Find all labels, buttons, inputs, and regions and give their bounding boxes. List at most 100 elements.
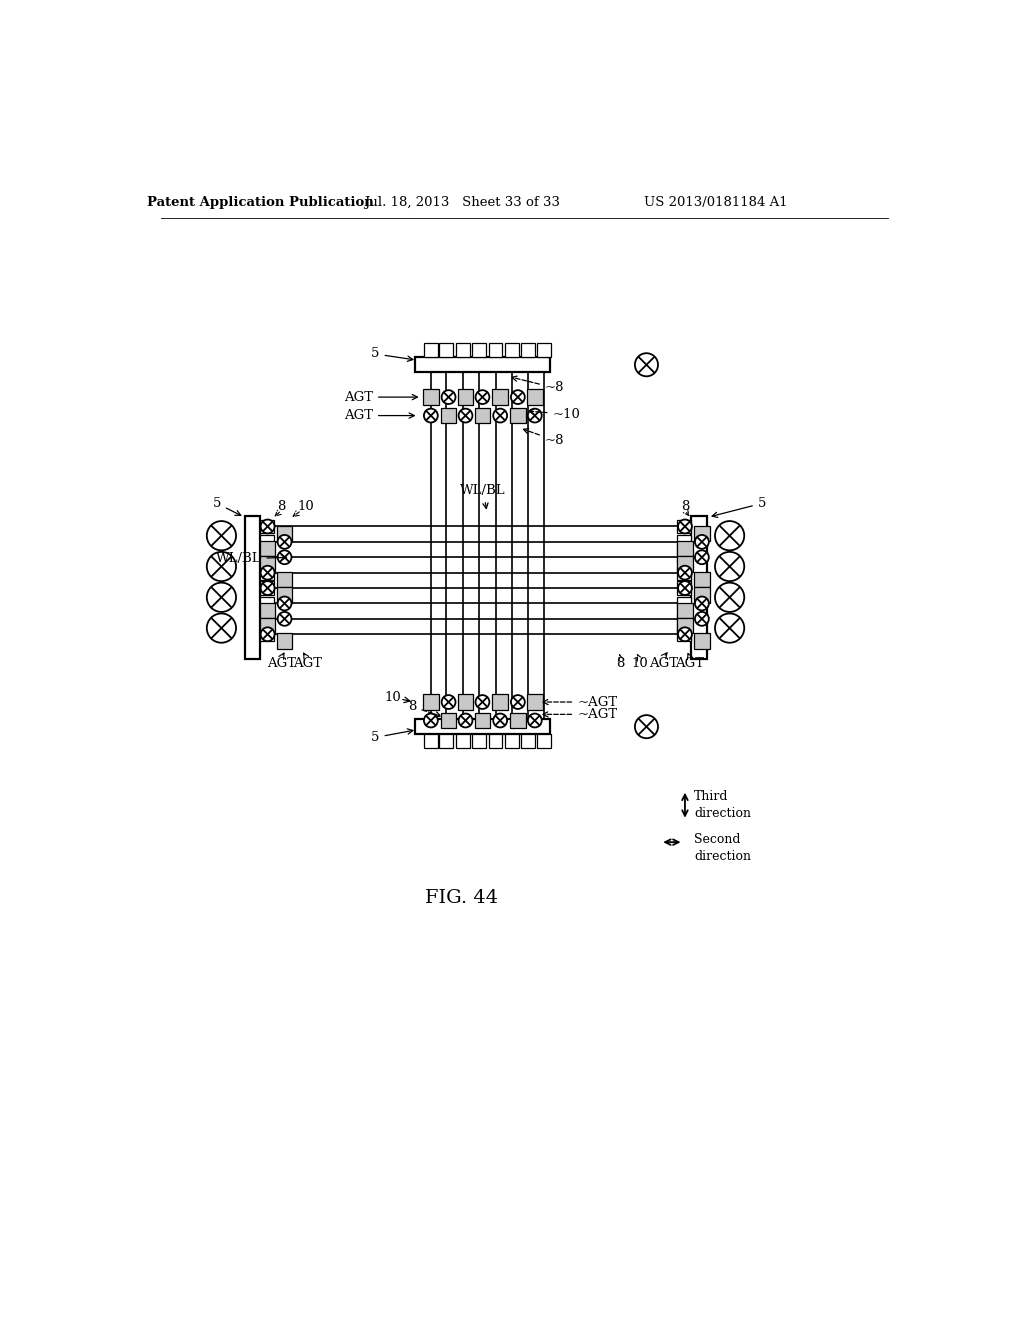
Text: 8: 8 [681, 500, 689, 513]
Bar [677, 618, 692, 634]
Text: 8: 8 [616, 657, 625, 671]
Bar [276, 525, 292, 541]
Bar [472, 343, 486, 358]
Bar [260, 581, 273, 595]
Bar [424, 343, 438, 358]
Text: ~10: ~10 [529, 408, 581, 421]
Text: FIG. 44: FIG. 44 [425, 888, 499, 907]
Circle shape [441, 696, 456, 709]
Bar [416, 719, 550, 734]
Circle shape [695, 550, 709, 564]
Bar [276, 572, 292, 587]
Text: 10: 10 [298, 500, 314, 513]
Bar [423, 694, 438, 710]
Bar [527, 389, 543, 405]
Circle shape [494, 714, 507, 727]
Bar [677, 566, 691, 579]
Bar [677, 603, 692, 618]
Bar [260, 541, 275, 557]
Text: Second
direction: Second direction [694, 833, 752, 863]
Text: ~8: ~8 [523, 429, 564, 446]
Circle shape [424, 409, 438, 422]
Bar [677, 550, 691, 564]
Bar [694, 634, 710, 649]
Bar [260, 550, 273, 564]
Text: ~AGT: ~AGT [543, 708, 617, 721]
Bar [694, 572, 710, 587]
Bar [441, 713, 457, 729]
Bar [260, 520, 273, 533]
Circle shape [511, 391, 524, 404]
Bar [510, 408, 525, 424]
Text: AGT: AGT [649, 657, 678, 671]
Circle shape [715, 521, 744, 550]
Bar [423, 389, 438, 405]
Circle shape [695, 535, 709, 549]
Circle shape [678, 520, 692, 533]
Bar [475, 408, 490, 424]
Bar [260, 535, 273, 549]
Bar [457, 343, 470, 358]
Text: 5: 5 [372, 729, 413, 744]
Bar [677, 520, 691, 533]
Bar [521, 343, 535, 358]
Circle shape [459, 714, 472, 727]
Bar [458, 694, 473, 710]
Bar [677, 597, 691, 610]
Circle shape [261, 581, 274, 595]
Circle shape [528, 714, 542, 727]
Circle shape [207, 521, 237, 550]
Bar [472, 734, 486, 748]
Text: 5: 5 [213, 496, 241, 515]
Bar [505, 343, 518, 358]
Text: 5: 5 [712, 496, 766, 517]
Bar [260, 557, 275, 572]
Bar [694, 587, 710, 603]
Bar [439, 343, 454, 358]
Circle shape [441, 391, 456, 404]
Bar [677, 541, 692, 557]
Text: AGT: AGT [293, 657, 323, 671]
Bar [260, 618, 275, 634]
Bar [276, 634, 292, 649]
Circle shape [715, 614, 744, 643]
Circle shape [261, 566, 274, 579]
Text: AGT: AGT [267, 657, 296, 671]
Text: Third
direction: Third direction [694, 791, 752, 820]
Bar [677, 627, 691, 642]
Bar [457, 734, 470, 748]
Text: ~8: ~8 [512, 376, 564, 395]
Text: US 2013/0181184 A1: US 2013/0181184 A1 [644, 195, 787, 209]
Text: 5: 5 [372, 347, 413, 362]
Bar [488, 343, 503, 358]
Circle shape [207, 552, 237, 581]
Circle shape [715, 582, 744, 612]
Bar [527, 694, 543, 710]
Bar [521, 734, 535, 748]
Circle shape [278, 550, 292, 564]
Circle shape [207, 582, 237, 612]
Circle shape [424, 714, 438, 727]
Circle shape [528, 409, 542, 422]
Circle shape [278, 612, 292, 626]
Text: ~AGT: ~AGT [543, 696, 617, 709]
Text: Patent Application Publication: Patent Application Publication [146, 195, 374, 209]
Circle shape [278, 597, 292, 610]
Bar [441, 408, 457, 424]
Text: WL/BL: WL/BL [216, 552, 287, 565]
Bar [260, 603, 275, 618]
Circle shape [678, 627, 692, 642]
Bar [458, 389, 473, 405]
Circle shape [459, 409, 472, 422]
Circle shape [475, 696, 489, 709]
Bar [245, 516, 260, 659]
Bar [505, 734, 518, 748]
Bar [260, 612, 273, 626]
Circle shape [678, 581, 692, 595]
Bar [677, 535, 691, 549]
Bar [424, 734, 438, 748]
Bar [510, 713, 525, 729]
Circle shape [261, 627, 274, 642]
Bar [677, 612, 691, 626]
Circle shape [678, 566, 692, 579]
